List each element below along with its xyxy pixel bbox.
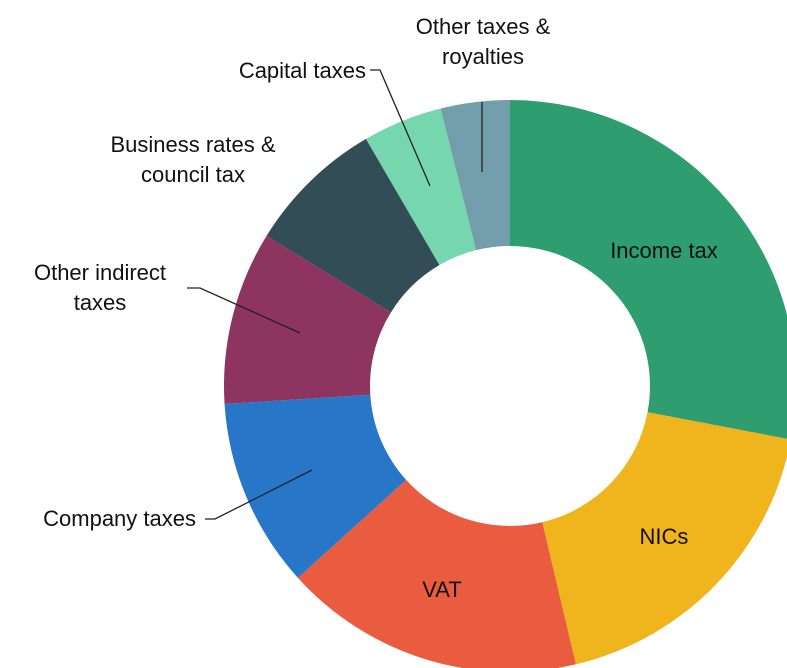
slice-label: Other taxes & royalties	[415, 14, 551, 69]
slice	[440, 100, 510, 251]
leader-line	[370, 69, 431, 187]
slice	[224, 394, 407, 578]
slice-label: Company taxes	[43, 506, 196, 531]
slice	[297, 479, 576, 668]
leader-line	[205, 469, 313, 520]
slice	[266, 138, 440, 313]
slice	[510, 100, 787, 439]
slice	[365, 108, 477, 266]
slice-label: Business rates & council tax	[110, 132, 276, 187]
slice-label: Capital taxes	[238, 58, 366, 83]
slice-label: NICs	[639, 524, 689, 549]
slice-label: Income tax	[610, 238, 718, 263]
slice	[542, 412, 787, 665]
slice-label: VAT	[422, 577, 462, 602]
slice	[224, 235, 391, 404]
slice-label: Other indirect taxes	[33, 260, 167, 315]
leader-line	[187, 287, 301, 334]
